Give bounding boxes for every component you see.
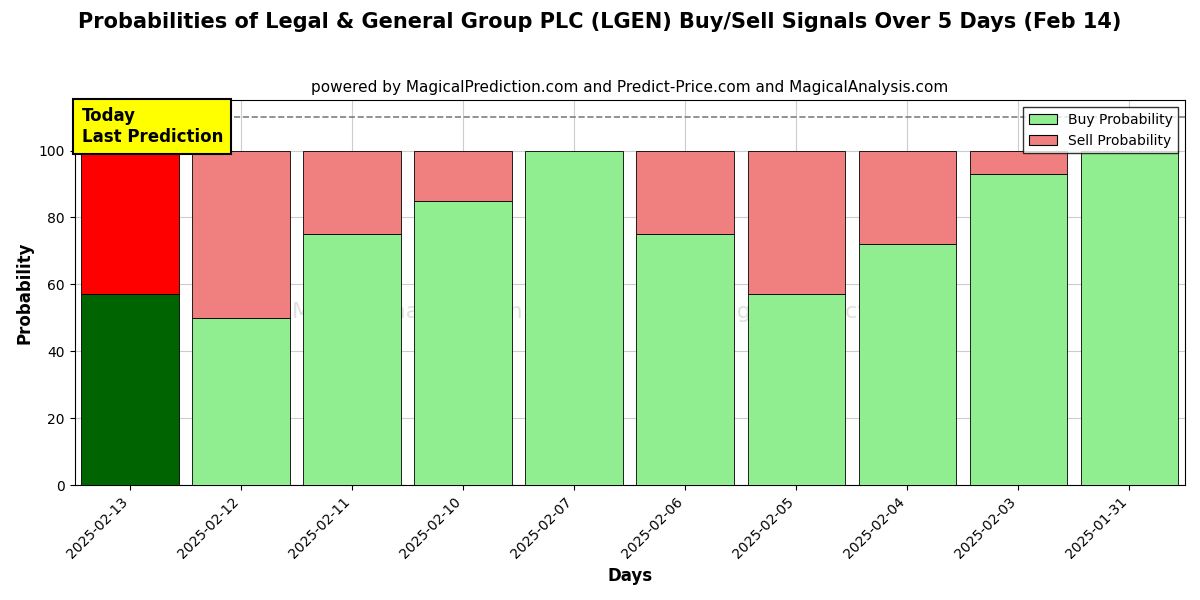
Bar bbox=[858, 151, 956, 244]
Bar bbox=[82, 151, 179, 295]
Y-axis label: Probability: Probability bbox=[16, 242, 34, 344]
Bar bbox=[748, 151, 845, 295]
Text: MagicalPrediction.com: MagicalPrediction.com bbox=[704, 302, 955, 322]
X-axis label: Days: Days bbox=[607, 567, 653, 585]
Bar bbox=[970, 174, 1067, 485]
Text: Probabilities of Legal & General Group PLC (LGEN) Buy/Sell Signals Over 5 Days (: Probabilities of Legal & General Group P… bbox=[78, 12, 1122, 32]
Bar bbox=[414, 151, 512, 201]
Text: Today
Last Prediction: Today Last Prediction bbox=[82, 107, 223, 146]
Bar bbox=[748, 295, 845, 485]
Bar bbox=[970, 151, 1067, 174]
Bar bbox=[192, 318, 290, 485]
Bar bbox=[192, 151, 290, 318]
Bar bbox=[858, 244, 956, 485]
Bar bbox=[414, 201, 512, 485]
Text: MagicalAnalysis.com: MagicalAnalysis.com bbox=[292, 302, 523, 322]
Bar bbox=[636, 151, 734, 234]
Bar bbox=[526, 151, 623, 485]
Bar bbox=[636, 234, 734, 485]
Bar bbox=[1081, 151, 1178, 485]
Title: powered by MagicalPrediction.com and Predict-Price.com and MagicalAnalysis.com: powered by MagicalPrediction.com and Pre… bbox=[311, 80, 948, 95]
Legend: Buy Probability, Sell Probability: Buy Probability, Sell Probability bbox=[1024, 107, 1178, 154]
Bar bbox=[304, 151, 401, 234]
Bar bbox=[304, 234, 401, 485]
Bar bbox=[82, 295, 179, 485]
